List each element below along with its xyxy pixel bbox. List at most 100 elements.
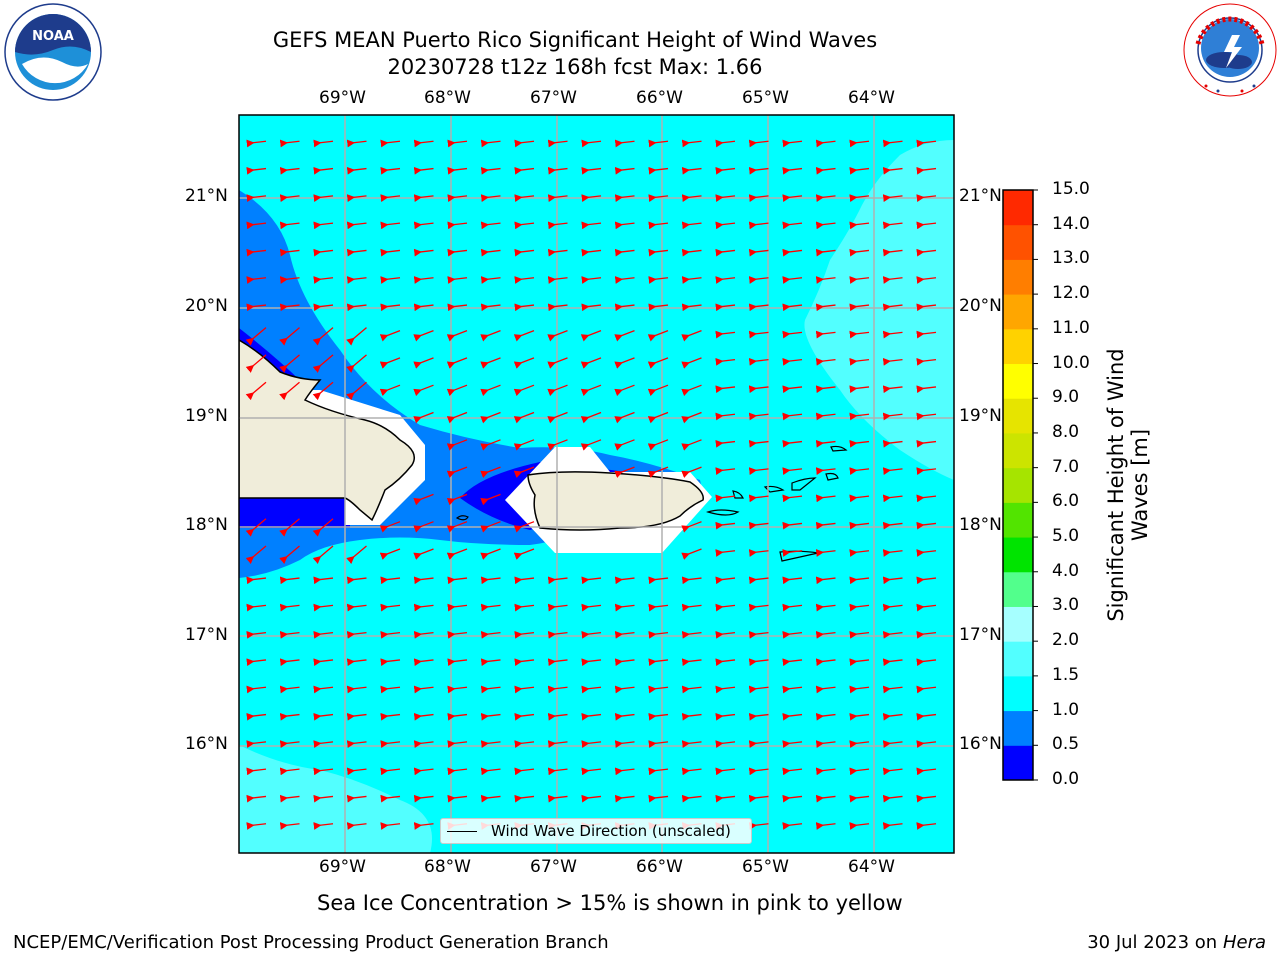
wind-wave-arrow bbox=[246, 630, 267, 639]
wind-wave-arrow bbox=[916, 521, 937, 530]
wind-wave-arrow bbox=[480, 329, 501, 342]
colorbar-tick-label: 1.5 bbox=[1052, 664, 1080, 685]
wind-wave-arrow bbox=[614, 139, 635, 148]
colorbar-segment bbox=[1003, 606, 1033, 642]
wind-wave-arrow bbox=[581, 767, 602, 776]
wind-wave-arrow bbox=[782, 712, 803, 721]
wind-wave-arrow bbox=[882, 630, 903, 639]
wind-wave-arrow bbox=[849, 685, 870, 694]
wind-wave-arrow bbox=[815, 740, 836, 748]
wind-wave-arrow bbox=[246, 276, 267, 284]
wind-wave-arrow bbox=[413, 548, 434, 560]
wind-wave-arrow bbox=[748, 740, 769, 748]
wind-wave-arrow bbox=[782, 303, 803, 312]
wind-wave-arrow bbox=[581, 685, 602, 694]
wind-wave-arrow bbox=[916, 357, 937, 366]
wind-wave-arrow bbox=[849, 357, 870, 366]
wind-wave-arrow bbox=[648, 576, 669, 585]
wind-wave-arrow bbox=[849, 467, 870, 475]
wind-wave-arrow bbox=[447, 194, 468, 202]
wind-wave-arrow bbox=[246, 603, 267, 612]
wind-wave-arrow bbox=[480, 493, 501, 506]
wind-wave-arrow bbox=[748, 822, 769, 830]
colorbar-frame bbox=[1002, 189, 1034, 781]
wind-wave-arrow bbox=[748, 494, 769, 503]
wind-wave-arrow bbox=[849, 576, 870, 585]
wind-wave-arrow bbox=[815, 221, 836, 230]
wind-wave-arrow bbox=[815, 494, 836, 503]
wind-wave-arrow bbox=[313, 767, 334, 776]
footer-branch: NCEP/EMC/Verification Post Processing Pr… bbox=[13, 932, 609, 953]
wind-wave-arrow bbox=[782, 494, 803, 503]
wind-wave-arrow bbox=[681, 248, 702, 257]
wind-wave-arrow bbox=[346, 248, 367, 257]
wind-wave-arrow bbox=[681, 466, 702, 478]
lat-label-right-21n: 21°N bbox=[959, 186, 1002, 206]
wind-wave-arrow bbox=[279, 166, 300, 175]
wind-wave-arrow bbox=[815, 658, 836, 667]
wind-wave-arrow bbox=[882, 166, 903, 175]
wind-wave-arrow bbox=[346, 166, 367, 175]
wind-wave-arrow bbox=[916, 276, 937, 284]
wind-wave-arrow bbox=[681, 576, 702, 585]
wind-wave-arrow bbox=[279, 794, 300, 803]
wind-wave-arrow bbox=[313, 139, 334, 148]
wind-wave-arrow bbox=[413, 166, 434, 175]
wind-wave-arrow bbox=[279, 221, 300, 230]
wind-wave-arrow bbox=[748, 549, 769, 557]
wind-wave-arrow bbox=[882, 740, 903, 748]
wind-wave-arrow bbox=[480, 794, 501, 803]
wind-wave-arrow bbox=[815, 794, 836, 803]
wind-wave-arrow bbox=[715, 576, 736, 585]
wind-wave-arrow bbox=[346, 139, 367, 148]
wind-wave-arrow bbox=[849, 330, 870, 339]
colorbar-segment bbox=[1003, 363, 1033, 399]
wind-wave-arrow bbox=[916, 712, 937, 721]
lon-label-top-69w: 69°W bbox=[319, 88, 366, 108]
wind-wave-arrow bbox=[380, 139, 401, 148]
noaa-logo: NOAA bbox=[4, 3, 102, 101]
wind-wave-arrow bbox=[246, 712, 267, 721]
wind-wave-arrow bbox=[715, 248, 736, 257]
lat-label-left-21n: 21°N bbox=[185, 186, 228, 206]
wind-wave-arrow bbox=[882, 494, 903, 503]
wind-wave-arrow bbox=[916, 303, 937, 312]
wind-wave-arrow bbox=[782, 603, 803, 612]
colorbar-tick-label: 11.0 bbox=[1052, 317, 1090, 338]
wind-wave-arrow bbox=[413, 740, 434, 748]
wind-wave-arrow bbox=[882, 685, 903, 694]
wind-wave-arrow bbox=[849, 521, 870, 530]
wind-wave-arrow bbox=[748, 139, 769, 148]
wind-wave-arrow bbox=[379, 329, 401, 342]
legend-line-sample bbox=[447, 830, 477, 832]
wind-wave-arrow bbox=[246, 576, 267, 585]
wind-wave-arrow bbox=[480, 194, 501, 202]
wind-wave-arrow bbox=[581, 139, 602, 148]
wind-wave-arrow bbox=[647, 329, 669, 342]
wind-wave-arrow bbox=[513, 357, 535, 369]
wind-wave-arrow bbox=[782, 658, 803, 667]
wind-wave-arrow bbox=[882, 412, 903, 421]
nws-logo bbox=[1183, 3, 1277, 97]
wind-wave-arrow bbox=[614, 221, 635, 230]
lon-label-bottom-68w: 68°W bbox=[424, 857, 471, 877]
wind-wave-arrow bbox=[715, 357, 736, 366]
wind-wave-arrow bbox=[748, 576, 769, 585]
wind-wave-arrow bbox=[647, 411, 669, 424]
wind-wave-arrow bbox=[882, 767, 903, 776]
wind-wave-arrow bbox=[648, 276, 669, 284]
wind-wave-arrow bbox=[413, 139, 434, 148]
wind-wave-arrow bbox=[313, 166, 334, 175]
wind-wave-arrow bbox=[681, 685, 702, 694]
wind-wave-arrow bbox=[312, 381, 334, 401]
wind-wave-arrow bbox=[547, 411, 568, 424]
wind-wave-arrow bbox=[715, 521, 736, 530]
wind-wave-arrow bbox=[748, 685, 769, 694]
land-hispaniola bbox=[239, 339, 415, 522]
wind-wave-arrow bbox=[279, 327, 300, 346]
wind-wave-arrow bbox=[480, 411, 501, 424]
wind-wave-arrow bbox=[313, 248, 334, 257]
wind-wave-arrow bbox=[782, 630, 803, 639]
wind-wave-arrow bbox=[748, 194, 769, 202]
wind-wave-arrow bbox=[547, 794, 568, 803]
